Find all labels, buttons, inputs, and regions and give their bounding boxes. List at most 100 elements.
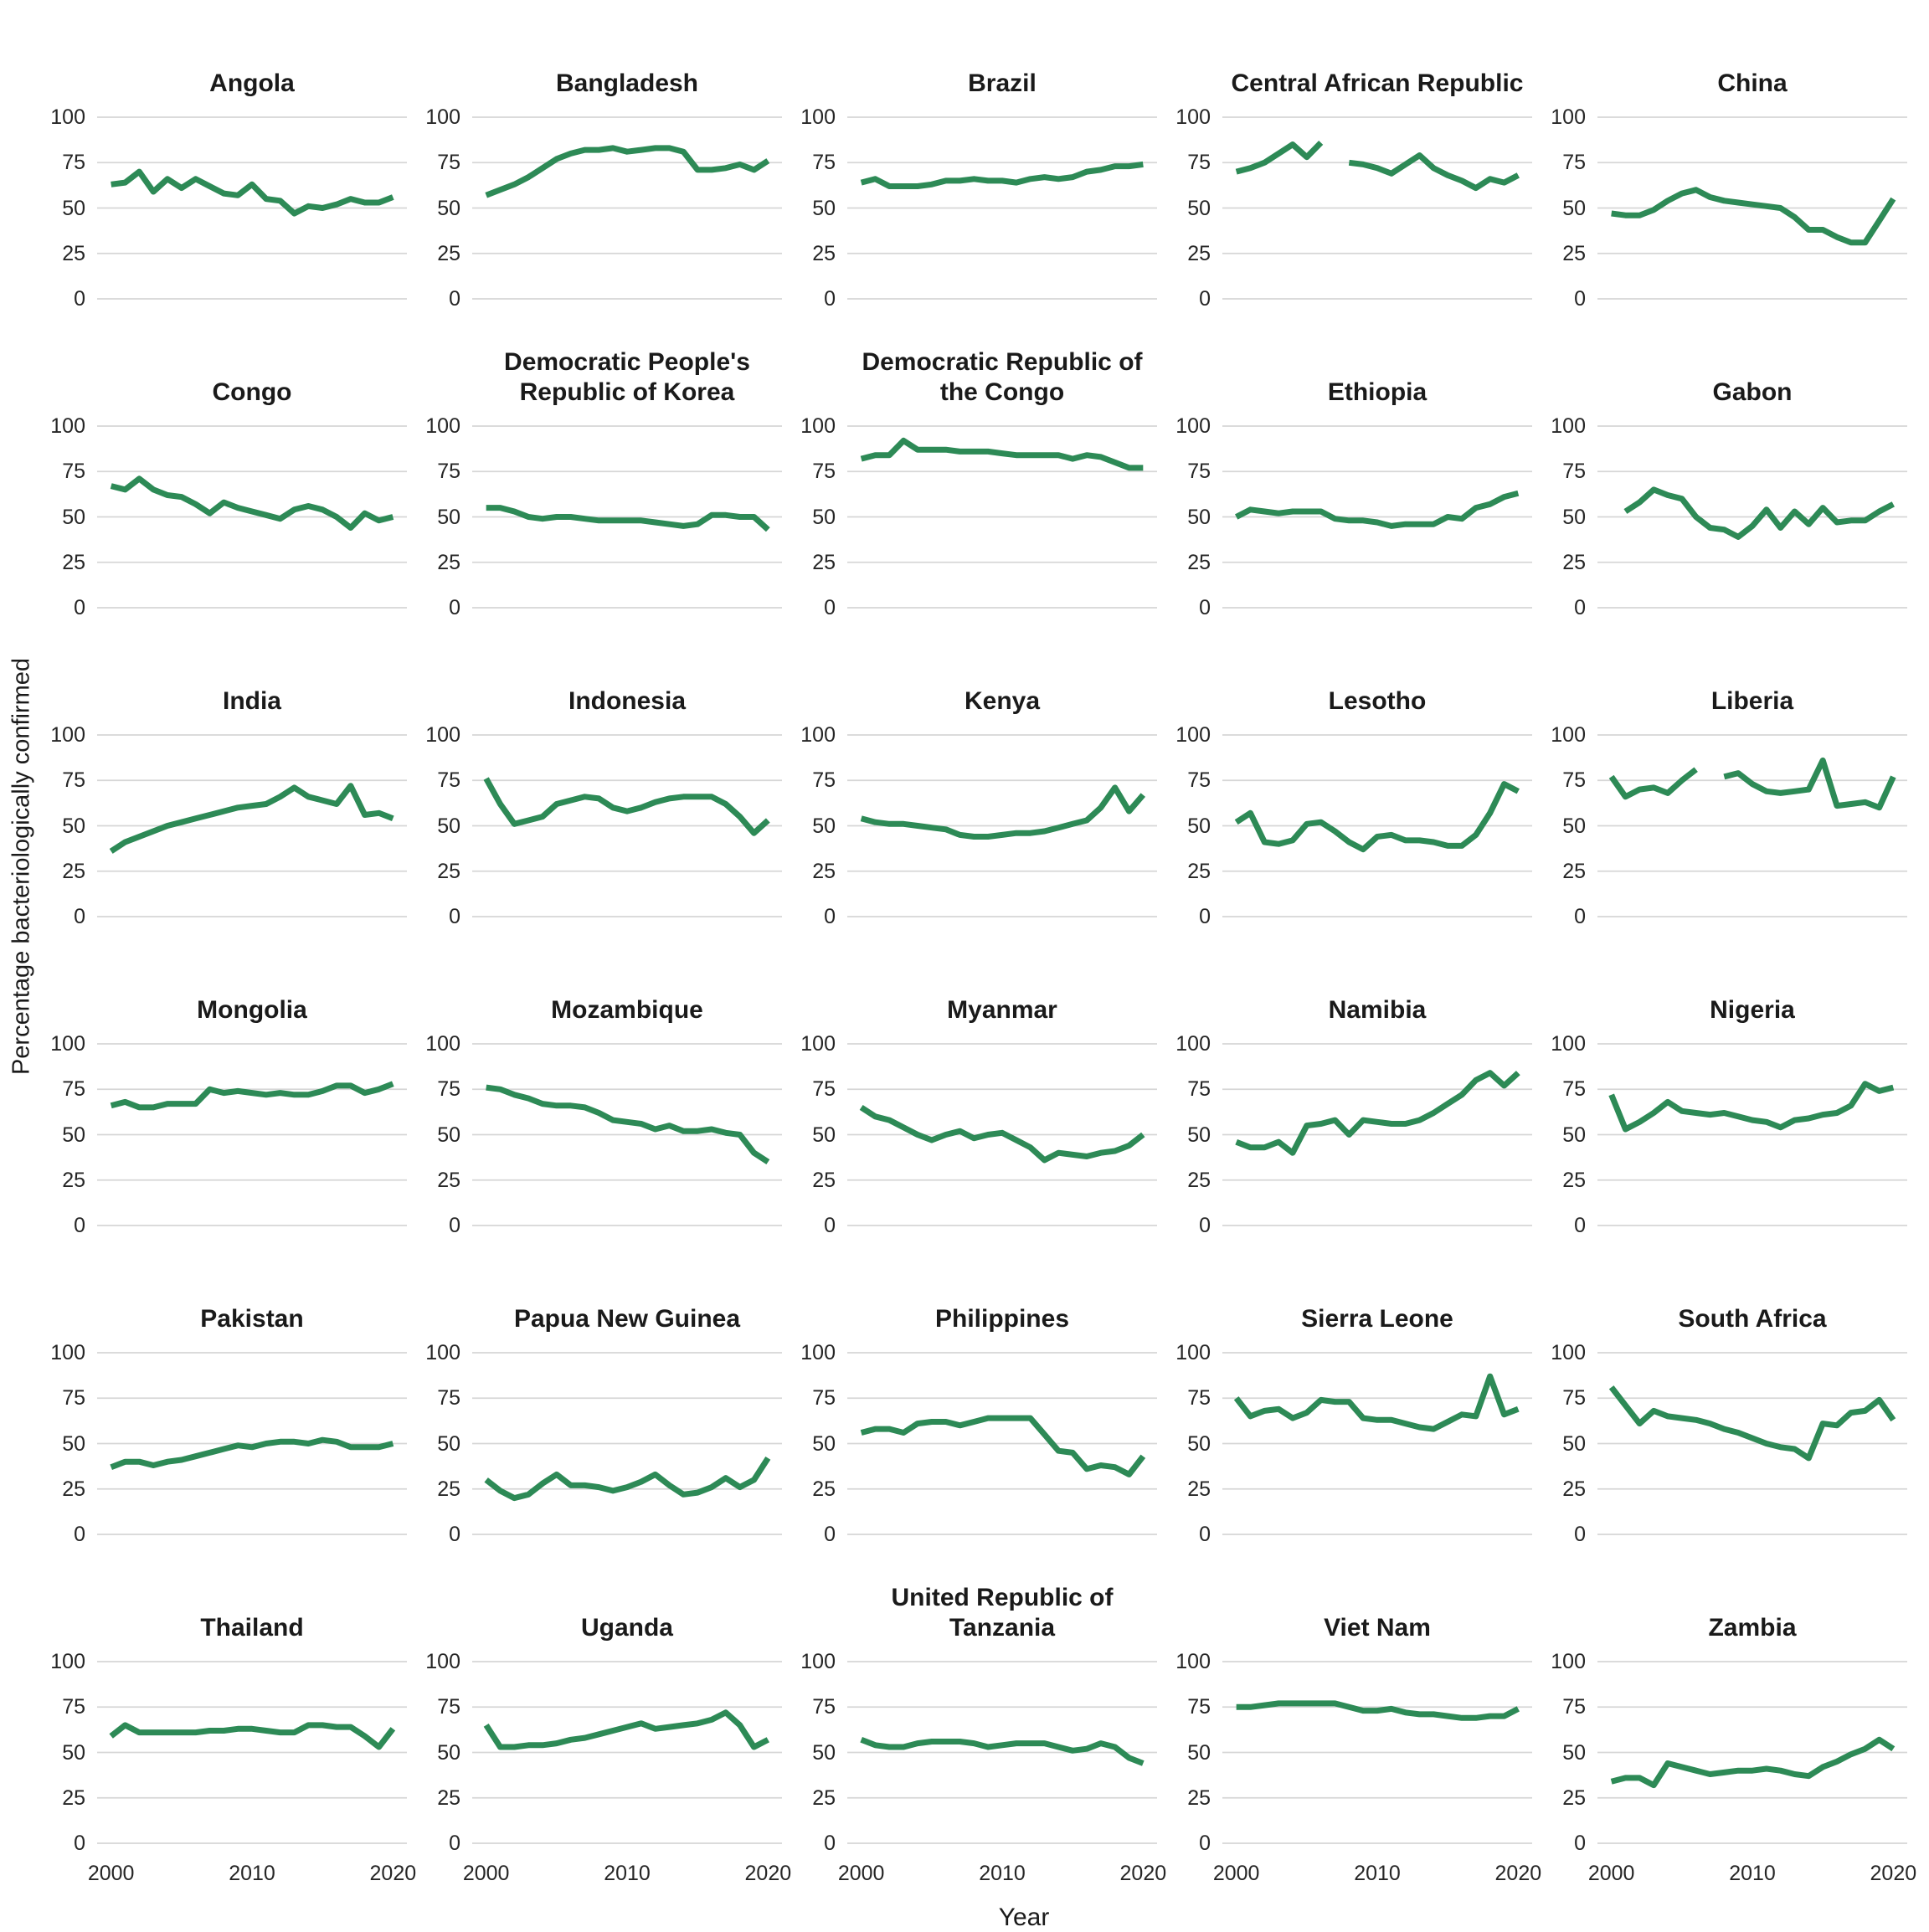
x-tick-label: 2020 bbox=[1119, 1862, 1167, 1885]
y-tick-label: 100 bbox=[800, 1650, 836, 1673]
y-tick-label: 100 bbox=[50, 723, 85, 747]
y-tick-label: 75 bbox=[62, 460, 85, 484]
x-axis-tick-labels: 2000 2010 2020 bbox=[838, 1852, 1166, 1890]
line-series bbox=[1608, 1081, 1895, 1133]
y-tick-label: 25 bbox=[812, 1786, 836, 1810]
facet-panel: Central African Republic 100 75 50 25 0 bbox=[1169, 28, 1532, 310]
facet-panel: Angola 100 75 50 25 0 bbox=[44, 28, 407, 310]
line-series bbox=[486, 505, 770, 532]
plot-panel bbox=[97, 1344, 407, 1543]
y-axis-tick-labels: 100 75 50 25 0 bbox=[1169, 415, 1222, 619]
line-series bbox=[110, 1081, 394, 1111]
facet-title: Zambia bbox=[1708, 1614, 1797, 1642]
x-tick-label: 2000 bbox=[1587, 1862, 1635, 1885]
facet-title: Myanmar bbox=[947, 996, 1057, 1024]
facet-panel: Ethiopia 100 75 50 25 0 bbox=[1169, 337, 1532, 619]
facet-panel: India 100 75 50 25 0 bbox=[44, 646, 407, 927]
line-series bbox=[484, 1457, 771, 1502]
line-series bbox=[1611, 187, 1896, 246]
x-axis-tick-labels: 2000 2010 2020 bbox=[88, 1852, 416, 1890]
y-tick-label: 100 bbox=[800, 1032, 836, 1056]
y-tick-label: 50 bbox=[62, 196, 85, 220]
x-tick-label: 2010 bbox=[604, 1862, 651, 1885]
y-tick-label: 50 bbox=[812, 505, 836, 529]
y-tick-label: 100 bbox=[1551, 1650, 1586, 1673]
facet-title: South Africa bbox=[1678, 1305, 1827, 1333]
y-tick-label: 100 bbox=[1175, 1650, 1211, 1673]
y-axis-tick-labels: 100 75 50 25 0 bbox=[1169, 1342, 1222, 1545]
y-axis-tick-labels: 100 75 50 25 0 bbox=[44, 723, 97, 927]
facet-panel: Papua New Guinea 100 75 50 25 0 bbox=[419, 1264, 782, 1545]
y-tick-label: 0 bbox=[824, 1214, 836, 1237]
plot-panel bbox=[97, 727, 407, 925]
y-axis-tick-labels: 100 75 50 25 0 bbox=[1169, 1033, 1222, 1236]
plot-panel bbox=[847, 1344, 1157, 1543]
facet-panel: Thailand 100 75 50 25 0 2000 2010 2020 bbox=[44, 1573, 416, 1890]
plot-panel bbox=[472, 418, 782, 616]
facet-panel: Uganda 100 75 50 25 0 2000 2010 2020 bbox=[419, 1573, 791, 1890]
plot-panel bbox=[1597, 109, 1907, 307]
y-tick-label: 0 bbox=[74, 1832, 85, 1855]
y-tick-label: 50 bbox=[1562, 1431, 1586, 1456]
y-tick-label: 75 bbox=[437, 460, 460, 484]
y-tick-label: 75 bbox=[62, 1077, 85, 1102]
y-tick-label: 50 bbox=[1562, 814, 1586, 838]
line-series bbox=[860, 1415, 1146, 1477]
y-tick-label: 25 bbox=[812, 1168, 836, 1192]
y-tick-label: 100 bbox=[50, 1032, 85, 1056]
y-axis-tick-labels: 100 75 50 25 0 bbox=[44, 1032, 97, 1236]
y-tick-label: 25 bbox=[1562, 550, 1586, 574]
plot-panel bbox=[847, 1035, 1157, 1234]
plot-panel bbox=[847, 1653, 1157, 1852]
plot-panel bbox=[1222, 727, 1532, 925]
facet-panel: Indonesia 100 75 50 25 0 bbox=[419, 646, 782, 927]
y-tick-label: 75 bbox=[1187, 768, 1211, 793]
y-tick-label: 100 bbox=[1551, 723, 1586, 747]
y-tick-label: 25 bbox=[62, 241, 85, 265]
y-tick-label: 25 bbox=[62, 859, 85, 883]
y-tick-label: 0 bbox=[1574, 596, 1586, 619]
facet-title: Liberia bbox=[1710, 687, 1794, 715]
y-tick-label: 50 bbox=[437, 814, 460, 838]
plot-panel bbox=[847, 418, 1157, 616]
y-tick-label: 50 bbox=[1562, 1123, 1586, 1147]
x-tick-label: 2000 bbox=[837, 1862, 885, 1885]
y-tick-label: 25 bbox=[62, 550, 85, 574]
plot-panel bbox=[97, 109, 407, 307]
y-tick-label: 100 bbox=[800, 1341, 836, 1364]
facet-title: China bbox=[1717, 69, 1788, 97]
y-tick-label: 100 bbox=[425, 723, 460, 747]
y-tick-label: 0 bbox=[824, 287, 836, 311]
y-tick-label: 100 bbox=[50, 414, 85, 438]
y-tick-label: 0 bbox=[1199, 596, 1211, 619]
y-tick-label: 50 bbox=[1187, 814, 1211, 838]
y-tick-label: 75 bbox=[812, 1386, 836, 1410]
facet-panel: Myanmar 100 75 50 25 0 bbox=[794, 955, 1157, 1237]
line-series bbox=[860, 1737, 1145, 1766]
y-tick-label: 25 bbox=[62, 1168, 85, 1192]
facet-title: Lesotho bbox=[1328, 687, 1427, 715]
facet-title: Sierra Leone bbox=[1301, 1305, 1453, 1333]
y-tick-label: 75 bbox=[1562, 151, 1586, 175]
facet-panel: Zambia 100 75 50 25 0 2000 2010 2020 bbox=[1544, 1573, 1916, 1890]
facet-title: Democratic People's Republic of Korea bbox=[504, 348, 750, 406]
y-tick-label: 75 bbox=[437, 151, 460, 175]
y-axis-tick-labels: 100 75 50 25 0 bbox=[794, 106, 847, 311]
y-tick-label: 0 bbox=[1199, 905, 1211, 928]
line-series bbox=[860, 784, 1146, 840]
y-tick-label: 100 bbox=[1175, 105, 1211, 129]
y-tick-label: 100 bbox=[800, 723, 836, 747]
x-tick-label: 2020 bbox=[1494, 1862, 1542, 1885]
line-series bbox=[486, 1084, 770, 1165]
x-tick-label: 2010 bbox=[1354, 1862, 1401, 1885]
y-tick-label: 75 bbox=[62, 151, 85, 175]
line-series bbox=[859, 1104, 1145, 1164]
y-axis-tick-labels: 100 75 50 25 0 bbox=[44, 106, 97, 310]
line-series bbox=[485, 145, 770, 198]
y-tick-label: 100 bbox=[50, 1650, 85, 1673]
facet-title: Indonesia bbox=[568, 687, 687, 715]
plot-panel bbox=[97, 1035, 407, 1234]
plot-panel bbox=[1222, 418, 1532, 616]
y-tick-label: 0 bbox=[74, 596, 85, 619]
line-series bbox=[1623, 486, 1895, 540]
